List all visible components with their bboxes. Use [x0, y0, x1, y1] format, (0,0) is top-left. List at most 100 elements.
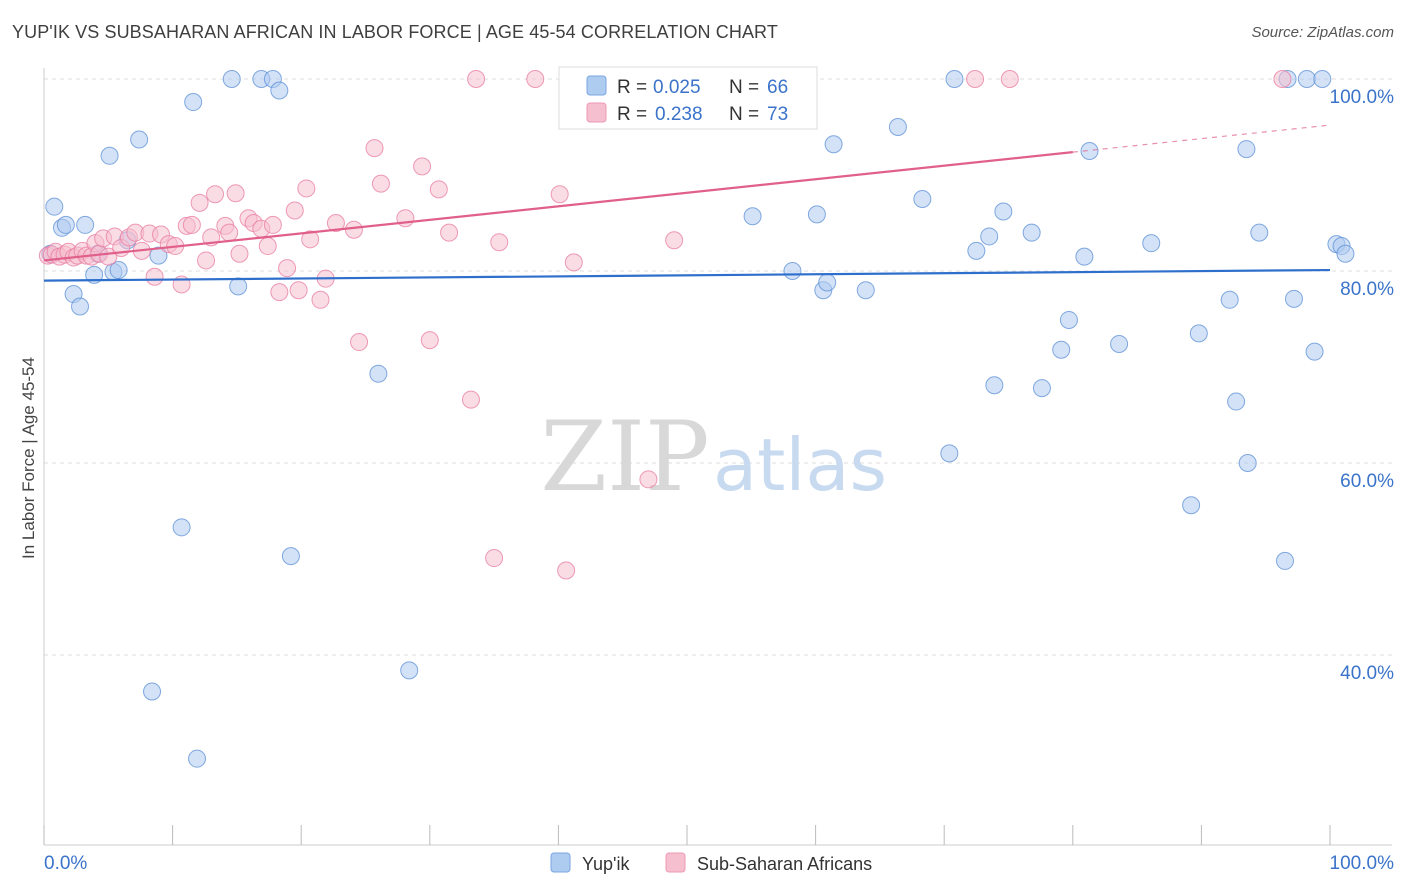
- subsaharan-point: [429, 180, 448, 199]
- yupik-point: [400, 661, 419, 680]
- subsaharan-point: [966, 70, 985, 88]
- subsaharan-point: [461, 390, 480, 409]
- yupik-point: [985, 376, 1004, 395]
- subsaharan-point: [485, 549, 504, 568]
- yupik-point: [1075, 247, 1094, 266]
- legend-r-label: R =: [617, 104, 647, 125]
- subsaharan-point: [550, 185, 569, 204]
- yupik-point: [940, 444, 959, 463]
- source-label: Source: ZipAtlas.com: [1251, 24, 1394, 41]
- subsaharan-trend-line: [43, 151, 1073, 262]
- yupik-point: [1227, 392, 1246, 411]
- subsaharan-point: [467, 70, 486, 88]
- subsaharan-point: [226, 184, 245, 203]
- subsaharan-point: [490, 233, 509, 252]
- yupik-point: [945, 70, 964, 88]
- y-tick-label: 80.0%: [1340, 279, 1394, 300]
- yupik-point: [184, 93, 203, 112]
- subsaharan-point: [371, 174, 390, 193]
- subsaharan-point: [1273, 70, 1292, 88]
- subsaharan-point: [440, 223, 459, 242]
- legend-bottom-label-yupik: Yup'ik: [582, 854, 630, 874]
- y-tick-label: 100.0%: [1330, 87, 1395, 108]
- yupik-point: [188, 749, 207, 768]
- yupik-point: [172, 518, 191, 537]
- legend-bottom: Yup'ik Sub-Saharan Africans: [550, 852, 872, 874]
- yupik-trend-line: [43, 268, 1331, 282]
- yupik-point: [1022, 223, 1041, 242]
- subsaharan-point: [190, 193, 209, 212]
- subsaharan-point: [285, 201, 304, 220]
- yupik-point: [1189, 324, 1208, 343]
- subsaharan-point: [301, 230, 320, 249]
- subsaharan-point: [297, 179, 316, 198]
- yupik-point: [143, 682, 162, 701]
- subsaharan-point: [557, 561, 576, 580]
- yupik-point: [1275, 551, 1294, 570]
- subsaharan-point: [564, 253, 583, 272]
- yupik-point: [100, 146, 119, 165]
- subsaharan-point: [365, 139, 384, 158]
- subsaharan-point: [665, 231, 684, 250]
- yupik-point: [913, 190, 932, 208]
- x-tick-label: 100.0%: [1330, 853, 1395, 874]
- yupik-point: [980, 227, 999, 246]
- legend-swatch-blue: [586, 75, 607, 96]
- subsaharan-point: [197, 251, 216, 270]
- yupik-point: [1237, 140, 1256, 159]
- yupik-point: [1250, 223, 1269, 242]
- yupik-point: [783, 262, 802, 280]
- yupik-point: [130, 130, 149, 149]
- yupik-point: [967, 241, 986, 260]
- subsaharan-point: [1000, 70, 1019, 88]
- yupik-point: [1182, 496, 1201, 515]
- yupik-point: [1032, 379, 1051, 398]
- legend-n-label: N =: [729, 104, 759, 125]
- yupik-point: [1110, 334, 1129, 353]
- yupik-point: [888, 118, 907, 136]
- watermark-atlas: atlas: [713, 423, 887, 507]
- subsaharan-point: [396, 209, 415, 228]
- yupik-point: [222, 70, 241, 88]
- yupik-point: [281, 547, 300, 566]
- subsaharan-point: [263, 215, 282, 234]
- yupik-point: [994, 202, 1013, 221]
- subsaharan-trend-extension: [1072, 124, 1331, 153]
- y-axis-title: In Labor Force | Age 45-54: [19, 357, 38, 559]
- tick-label-layer: 40.0% 60.0% 80.0% 100.0% 0.0% 100.0%: [44, 87, 1394, 874]
- legend-bottom-swatch-blue: [550, 852, 571, 873]
- yupik-point: [743, 207, 762, 226]
- subsaharan-point: [230, 244, 249, 263]
- yupik-point: [71, 297, 90, 316]
- yupik-point: [1220, 290, 1239, 309]
- grid-layer: [44, 78, 1392, 656]
- axis-layer: [43, 68, 1392, 846]
- yupik-point: [1238, 454, 1257, 472]
- yupik-point: [1284, 289, 1303, 308]
- yupik-point: [1313, 70, 1332, 88]
- legend-bottom-label-subsaharan: Sub-Saharan Africans: [697, 854, 872, 874]
- yupik-point: [856, 281, 875, 300]
- subsaharan-point: [350, 333, 369, 352]
- legend-r-value: 0.025: [653, 77, 701, 98]
- yupik-point: [824, 135, 843, 154]
- subsaharan-point: [145, 267, 164, 286]
- subsaharan-point: [639, 470, 658, 489]
- yupik-point: [109, 261, 128, 280]
- legend-r-value: 0.238: [655, 104, 703, 125]
- subsaharan-point: [420, 331, 439, 350]
- watermark: ZIP atlas: [540, 401, 887, 513]
- legend-bottom-swatch-pink: [665, 852, 686, 873]
- chart-title: YUP'IK VS SUBSAHARAN AFRICAN IN LABOR FO…: [12, 22, 778, 42]
- subsaharan-point: [526, 70, 545, 88]
- legend-swatch-pink: [586, 102, 607, 123]
- legend-n-value: 66: [767, 77, 788, 98]
- x-tick-label: 0.0%: [44, 853, 87, 874]
- subsaharan-point: [182, 215, 201, 234]
- yupik-point: [76, 215, 95, 234]
- yupik-point: [807, 205, 826, 224]
- subsaharan-point: [326, 214, 345, 232]
- subsaharan-point: [289, 281, 308, 300]
- yupik-point: [45, 197, 64, 216]
